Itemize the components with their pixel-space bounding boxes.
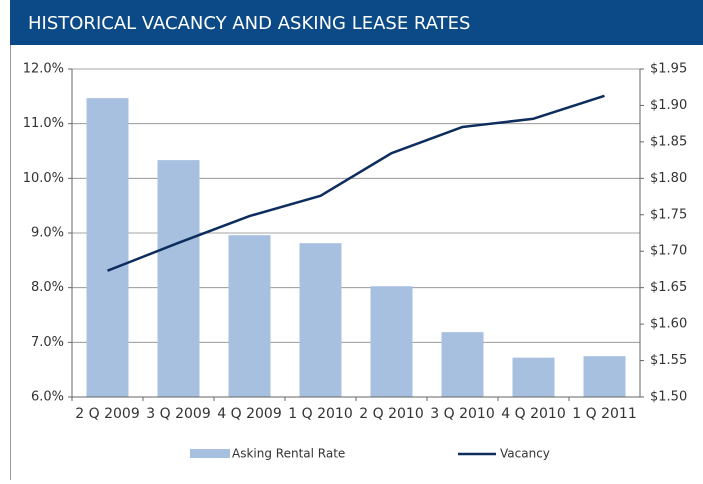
x-tick-label: 2 Q 2009 — [75, 406, 139, 422]
y-tick-label: 6.0% — [31, 390, 64, 405]
x-tick-label: 4 Q 2010 — [501, 406, 565, 422]
y-tick-label: 12.0% — [23, 62, 64, 77]
y2-tick-label: $1.50 — [650, 390, 687, 405]
legend-swatch — [190, 449, 230, 458]
y-tick-label: 8.0% — [31, 280, 64, 295]
y2-tick-label: $1.60 — [650, 317, 687, 332]
x-tick-label: 3 Q 2010 — [430, 406, 494, 422]
x-tick-label: 1 Q 2011 — [572, 406, 636, 422]
x-tick-label: 3 Q 2009 — [146, 406, 210, 422]
header-bar — [10, 0, 703, 45]
x-tick-label: 1 Q 2010 — [288, 406, 352, 422]
y2-tick-label: $1.65 — [650, 280, 687, 295]
bar — [299, 243, 342, 397]
bar — [370, 286, 413, 397]
y2-tick-label: $1.90 — [650, 98, 687, 113]
y-tick-label: 11.0% — [23, 116, 64, 131]
bar — [583, 356, 626, 397]
bar — [228, 235, 271, 397]
bar — [86, 98, 129, 398]
line — [107, 94, 605, 272]
chart-title: HISTORICAL VACANCY AND ASKING LEASE RATE… — [28, 13, 470, 34]
y2-tick-label: $1.80 — [650, 171, 687, 186]
legend-label: Vacancy — [500, 447, 550, 461]
x-tick-label: 4 Q 2009 — [217, 406, 281, 422]
bar — [157, 160, 200, 397]
y-tick-label: 10.0% — [23, 171, 64, 186]
y-tick-label: 9.0% — [31, 226, 64, 241]
bar — [512, 357, 555, 397]
y2-tick-label: $1.70 — [650, 244, 687, 259]
bar — [441, 332, 484, 397]
y-tick-label: 7.0% — [31, 335, 64, 350]
y2-tick-label: $1.85 — [650, 134, 687, 149]
y2-tick-label: $1.75 — [650, 207, 687, 222]
y2-tick-label: $1.55 — [650, 353, 687, 368]
y2-tick-label: $1.95 — [650, 62, 687, 77]
x-tick-label: 2 Q 2010 — [359, 406, 423, 422]
legend-label: Asking Rental Rate — [232, 447, 345, 461]
